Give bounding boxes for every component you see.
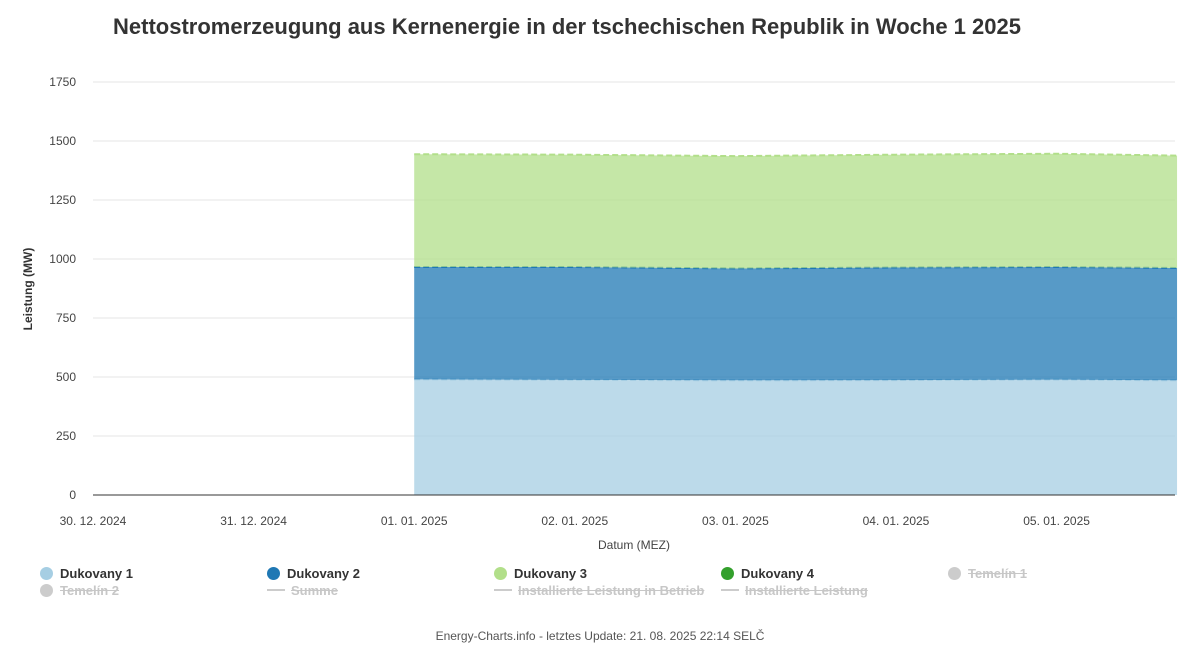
legend-item-dukovany-3[interactable]: Dukovany 3 — [494, 564, 587, 582]
x-tick-label: 04. 01. 2025 — [863, 514, 930, 528]
series-line-dukovany-3 — [414, 152, 1178, 158]
y-tick-label: 1000 — [49, 252, 76, 266]
legend-label: Summe — [291, 582, 338, 598]
legend-label: Dukovany 1 — [60, 565, 133, 581]
legend-item-dukovany-2[interactable]: Dukovany 2 — [267, 564, 360, 582]
legend-dot-icon — [40, 566, 53, 580]
legend-label: Installierte Leistung — [745, 582, 868, 598]
legend-dot-icon — [948, 566, 961, 580]
x-tick-label: 31. 12. 2024 — [220, 514, 287, 528]
y-tick-label: 500 — [56, 370, 76, 384]
y-tick-label: 750 — [56, 311, 76, 325]
legend-line-icon — [267, 589, 285, 591]
legend-label: Dukovany 3 — [514, 565, 587, 581]
area-dukovany-1[interactable] — [414, 379, 1178, 495]
y-axis-title: Leistung (MW) — [21, 248, 35, 331]
legend-line-icon — [494, 589, 512, 591]
chart-area: 0 250 500 750 1000 1250 1500 1750 30. 12. 2024 31… — [21, 75, 1178, 552]
legend-dot-icon — [267, 566, 280, 580]
legend-item-installierte-leistung-in-betrieb[interactable]: Installierte Leistung in Betrieb — [494, 581, 704, 599]
legend-item-summe[interactable]: Summe — [267, 581, 338, 599]
legend-label: Installierte Leistung in Betrieb — [518, 582, 705, 598]
legend-item-dukovany-1[interactable]: Dukovany 1 — [40, 564, 133, 582]
x-axis-title: Datum (MEZ) — [598, 538, 670, 552]
y-tick-label: 1250 — [49, 193, 76, 207]
chart-title: Nettostromerzeugung aus Kernenergie in d… — [113, 14, 1021, 39]
y-tick-label: 1750 — [49, 75, 76, 89]
series-areas — [414, 152, 1178, 495]
x-tick-label: 30. 12. 2024 — [60, 514, 127, 528]
legend-line-icon — [721, 589, 739, 591]
legend-label: Temelín 2 — [60, 582, 120, 598]
legend-label: Dukovany 2 — [287, 565, 360, 581]
legend-dot-icon — [494, 566, 507, 580]
legend-item-dukovany-4[interactable]: Dukovany 4 — [721, 564, 814, 582]
axes: 0 250 500 750 1000 1250 1500 1750 30. 12. 2024 31… — [21, 75, 1175, 552]
legend-item-installierte-leistung[interactable]: Installierte Leistung — [721, 581, 868, 599]
x-tick-label: 01. 01. 2025 — [381, 514, 448, 528]
area-dukovany-2[interactable] — [414, 267, 1178, 381]
x-tick-label: 05. 01. 2025 — [1023, 514, 1090, 528]
x-tick-label: 03. 01. 2025 — [702, 514, 769, 528]
legend-dot-icon — [40, 583, 53, 597]
legend-dot-icon — [721, 566, 734, 580]
y-tick-label: 1500 — [49, 134, 76, 148]
legend-label: Temelín 1 — [968, 565, 1028, 581]
footer-credit: Energy-Charts.info - letztes Update: 21.… — [435, 629, 765, 643]
y-tick-label: 250 — [56, 429, 76, 443]
legend-item-temelín-2[interactable]: Temelín 2 — [40, 581, 119, 599]
x-tick-label: 02. 01. 2025 — [541, 514, 608, 528]
area-dukovany-3[interactable] — [414, 153, 1178, 269]
legend-item-temelín-1[interactable]: Temelín 1 — [948, 564, 1027, 582]
y-tick-label: 0 — [69, 488, 76, 502]
legend-label: Dukovany 4 — [741, 565, 814, 581]
